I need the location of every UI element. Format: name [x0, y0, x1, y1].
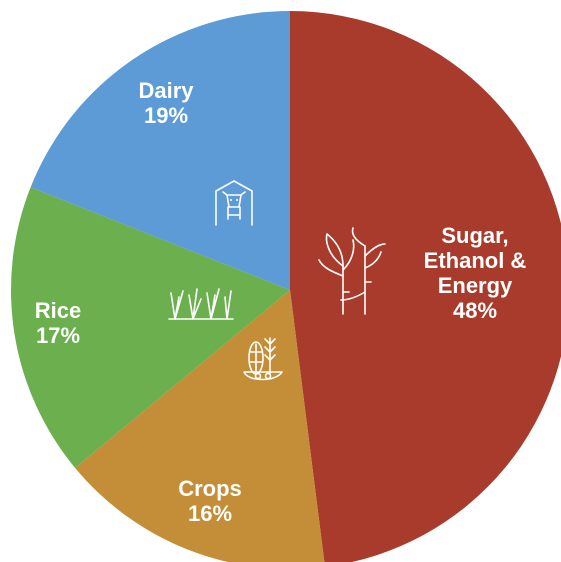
slice-label: Dairy 19% — [138, 78, 194, 128]
pie-slice-sugar — [290, 11, 561, 562]
pie-labels: Sugar, Ethanol & Energy 48% Crops 16% Rice 17% D… — [35, 78, 527, 526]
slice-label: Crops 16% — [178, 476, 242, 526]
slice-label: Sugar, Ethanol & Energy 48% — [424, 223, 527, 323]
slice-name-label: Ethanol & — [424, 248, 527, 273]
slice-name-label: Crops — [178, 476, 242, 501]
pie-slice-dairy — [30, 11, 291, 290]
pie-slice-rice — [11, 187, 290, 468]
pie-slices — [11, 11, 561, 562]
slice-value-label: 48% — [453, 298, 497, 323]
slice-value-label: 19% — [144, 103, 188, 128]
rice-plant-icon — [168, 288, 234, 320]
pie-slice-crops — [75, 290, 325, 562]
pie-icons — [168, 180, 386, 381]
slice-value-label: 17% — [36, 323, 80, 348]
slice-label: Rice 17% — [35, 298, 81, 348]
slice-value-label: 16% — [188, 501, 232, 526]
sugarcane-icon — [318, 227, 386, 315]
slice-name-label: Energy — [438, 273, 513, 298]
slice-name-label: Dairy — [138, 78, 194, 103]
cow-barn-icon — [215, 180, 253, 226]
grains-icon — [243, 337, 283, 381]
slice-name-label: Sugar, — [441, 223, 508, 248]
slice-name-label: Rice — [35, 298, 81, 323]
